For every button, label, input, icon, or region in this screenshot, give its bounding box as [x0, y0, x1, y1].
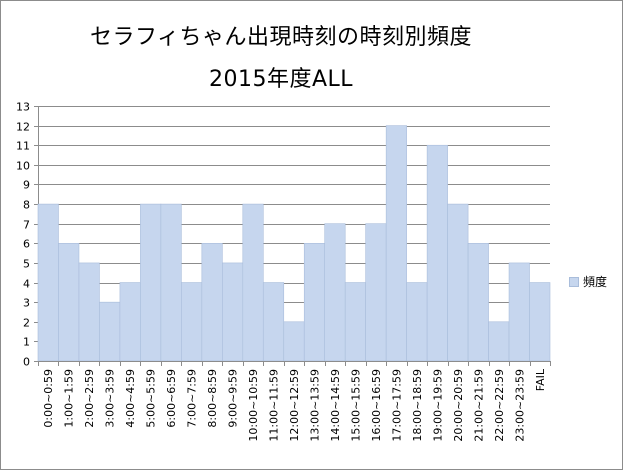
x-tick-label: 10:00~10:59 [247, 369, 260, 442]
bar [406, 282, 428, 362]
bar [160, 203, 182, 362]
y-tick-label: 12 [16, 121, 30, 134]
y-tick-label: 4 [23, 278, 30, 291]
x-tick-label: 20:00~20:59 [452, 369, 465, 442]
x-tick-label: 1:00~1:59 [63, 369, 76, 428]
bar [78, 262, 100, 362]
y-tick-label: 9 [23, 179, 30, 192]
bar [447, 203, 469, 362]
bar [324, 223, 346, 362]
bar [201, 243, 223, 362]
bar [181, 282, 203, 362]
x-tick-label: 2:00~2:59 [83, 369, 96, 428]
chart-subtitle: 2015年度ALL [208, 67, 354, 92]
y-tick-label: 3 [23, 297, 30, 310]
x-tick-label: 18:00~18:59 [411, 369, 424, 442]
y-tick-label: 11 [16, 140, 30, 153]
chart-title: セラフィちゃん出現時刻の時刻別頻度 [89, 25, 473, 50]
bar [222, 262, 244, 362]
x-tick-label: 8:00~8:59 [206, 369, 219, 428]
x-tick-label: FAIL [534, 368, 547, 391]
bar [303, 243, 326, 362]
x-tick-label: 13:00~13:59 [308, 369, 321, 442]
bar [283, 321, 305, 362]
y-tick-label: 1 [23, 336, 30, 349]
x-tick-label: 4:00~4:59 [124, 369, 137, 428]
y-tick-label: 5 [23, 258, 30, 271]
legend: 頻度 [569, 273, 607, 290]
bar [262, 282, 285, 362]
bar [99, 301, 121, 362]
y-tick-label: 0 [23, 356, 30, 369]
x-tick-label: 19:00~19:59 [431, 369, 444, 442]
x-tick-label: 11:00~11:59 [268, 369, 281, 442]
bar [385, 125, 407, 362]
y-tick-label: 6 [23, 238, 30, 251]
bar [467, 243, 489, 362]
x-tick-label: 21:00~21:59 [472, 369, 485, 442]
y-tick-label: 13 [16, 101, 30, 114]
y-tick-label: 7 [23, 219, 30, 232]
x-tick-label: 15:00~15:59 [349, 369, 362, 442]
bar [58, 243, 80, 362]
bar [37, 203, 59, 362]
bar [508, 262, 530, 362]
x-tick-label: 14:00~14:59 [329, 369, 342, 442]
x-tick-label: 22:00~22:59 [493, 369, 506, 442]
x-tick-label: 3:00~3:59 [104, 369, 117, 428]
x-tick-label: 16:00~16:59 [370, 369, 383, 442]
bar [242, 203, 264, 362]
bar [488, 321, 510, 362]
x-tick-label: 5:00~5:59 [145, 369, 158, 428]
x-tick-label: 17:00~17:59 [390, 369, 403, 442]
bar [119, 282, 141, 362]
bar [426, 144, 448, 362]
bar [344, 282, 366, 362]
bar [529, 282, 551, 362]
x-tick-label: 6:00~6:59 [165, 369, 178, 428]
legend-label: 頻度 [583, 275, 608, 289]
legend-swatch [569, 276, 579, 287]
bar [140, 203, 162, 362]
y-tick-label: 2 [23, 317, 30, 330]
y-tick-label: 8 [23, 199, 30, 212]
bar [365, 223, 387, 362]
x-tick-label: 9:00~9:59 [227, 369, 240, 428]
x-tick-label: 12:00~12:59 [288, 369, 301, 442]
x-tick-label: 0:00~0:59 [42, 369, 55, 428]
x-tick-label: 23:00~23:59 [513, 369, 526, 442]
x-tick-label: 7:00~7:59 [186, 369, 199, 428]
y-tick-label: 10 [16, 160, 30, 173]
